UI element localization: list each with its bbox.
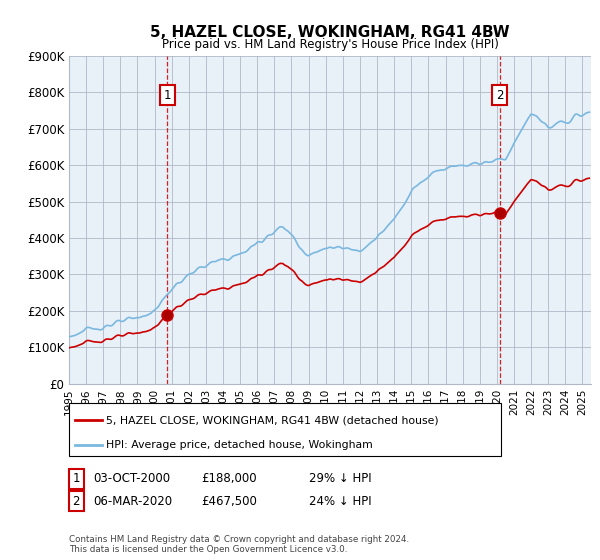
Text: 5, HAZEL CLOSE, WOKINGHAM, RG41 4BW (detached house): 5, HAZEL CLOSE, WOKINGHAM, RG41 4BW (det… <box>106 415 439 425</box>
Text: 5, HAZEL CLOSE, WOKINGHAM, RG41 4BW: 5, HAZEL CLOSE, WOKINGHAM, RG41 4BW <box>150 25 510 40</box>
Text: 1: 1 <box>164 89 171 102</box>
Text: Price paid vs. HM Land Registry's House Price Index (HPI): Price paid vs. HM Land Registry's House … <box>161 38 499 51</box>
Text: 1: 1 <box>73 472 80 486</box>
Text: 03-OCT-2000: 03-OCT-2000 <box>93 472 170 486</box>
Text: 2: 2 <box>73 494 80 508</box>
Text: £188,000: £188,000 <box>201 472 257 486</box>
Text: 29% ↓ HPI: 29% ↓ HPI <box>309 472 371 486</box>
Text: £467,500: £467,500 <box>201 494 257 508</box>
Text: 24% ↓ HPI: 24% ↓ HPI <box>309 494 371 508</box>
Text: HPI: Average price, detached house, Wokingham: HPI: Average price, detached house, Woki… <box>106 440 373 450</box>
Text: 06-MAR-2020: 06-MAR-2020 <box>93 494 172 508</box>
Text: Contains HM Land Registry data © Crown copyright and database right 2024.
This d: Contains HM Land Registry data © Crown c… <box>69 535 409 554</box>
Text: 2: 2 <box>496 89 503 102</box>
